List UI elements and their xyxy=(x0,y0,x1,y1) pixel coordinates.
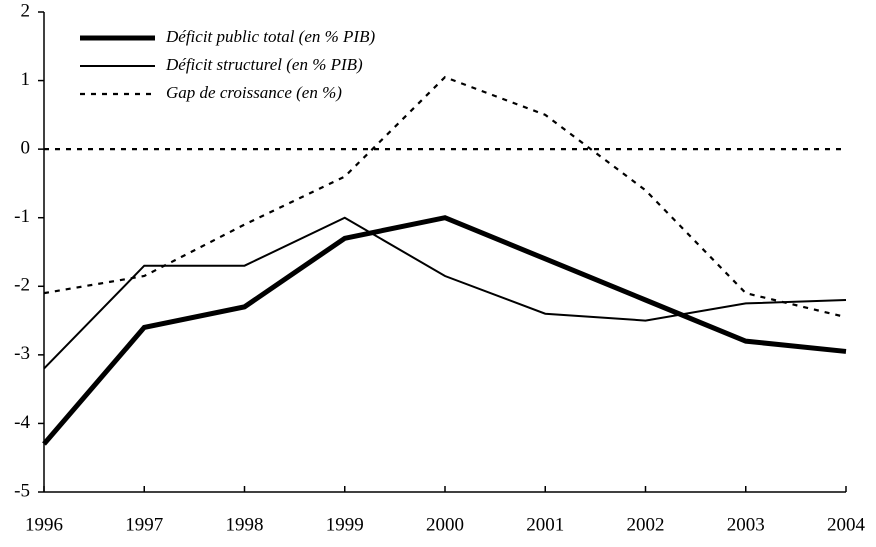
x-tick-label: 2002 xyxy=(627,514,665,535)
y-tick-label: -5 xyxy=(14,480,30,501)
x-tick-label: 1998 xyxy=(226,514,264,535)
x-tick-label: 2004 xyxy=(827,514,866,535)
legend-label: Déficit public total (en % PIB) xyxy=(165,27,375,46)
x-tick-label: 2001 xyxy=(526,514,564,535)
series-line xyxy=(43,75,847,319)
x-tick-label: 2003 xyxy=(727,514,765,535)
series-line xyxy=(42,215,847,446)
y-tick-label: 2 xyxy=(21,0,31,21)
x-tick-label: 2000 xyxy=(426,514,464,535)
y-tick-label: -2 xyxy=(14,275,30,296)
y-tick-label: -1 xyxy=(14,206,30,227)
legend-label: Gap de croissance (en %) xyxy=(166,83,342,102)
x-tick-label: 1996 xyxy=(25,514,63,535)
y-tick-label: 0 xyxy=(21,138,31,159)
legend-label: Déficit structurel (en % PIB) xyxy=(165,55,363,74)
y-tick-label: 1 xyxy=(21,69,31,90)
x-tick-label: 1999 xyxy=(326,514,364,535)
y-tick-label: -3 xyxy=(14,343,30,364)
x-tick-label: 1997 xyxy=(125,514,163,535)
y-tick-label: -4 xyxy=(14,412,30,433)
series-line xyxy=(43,216,847,370)
